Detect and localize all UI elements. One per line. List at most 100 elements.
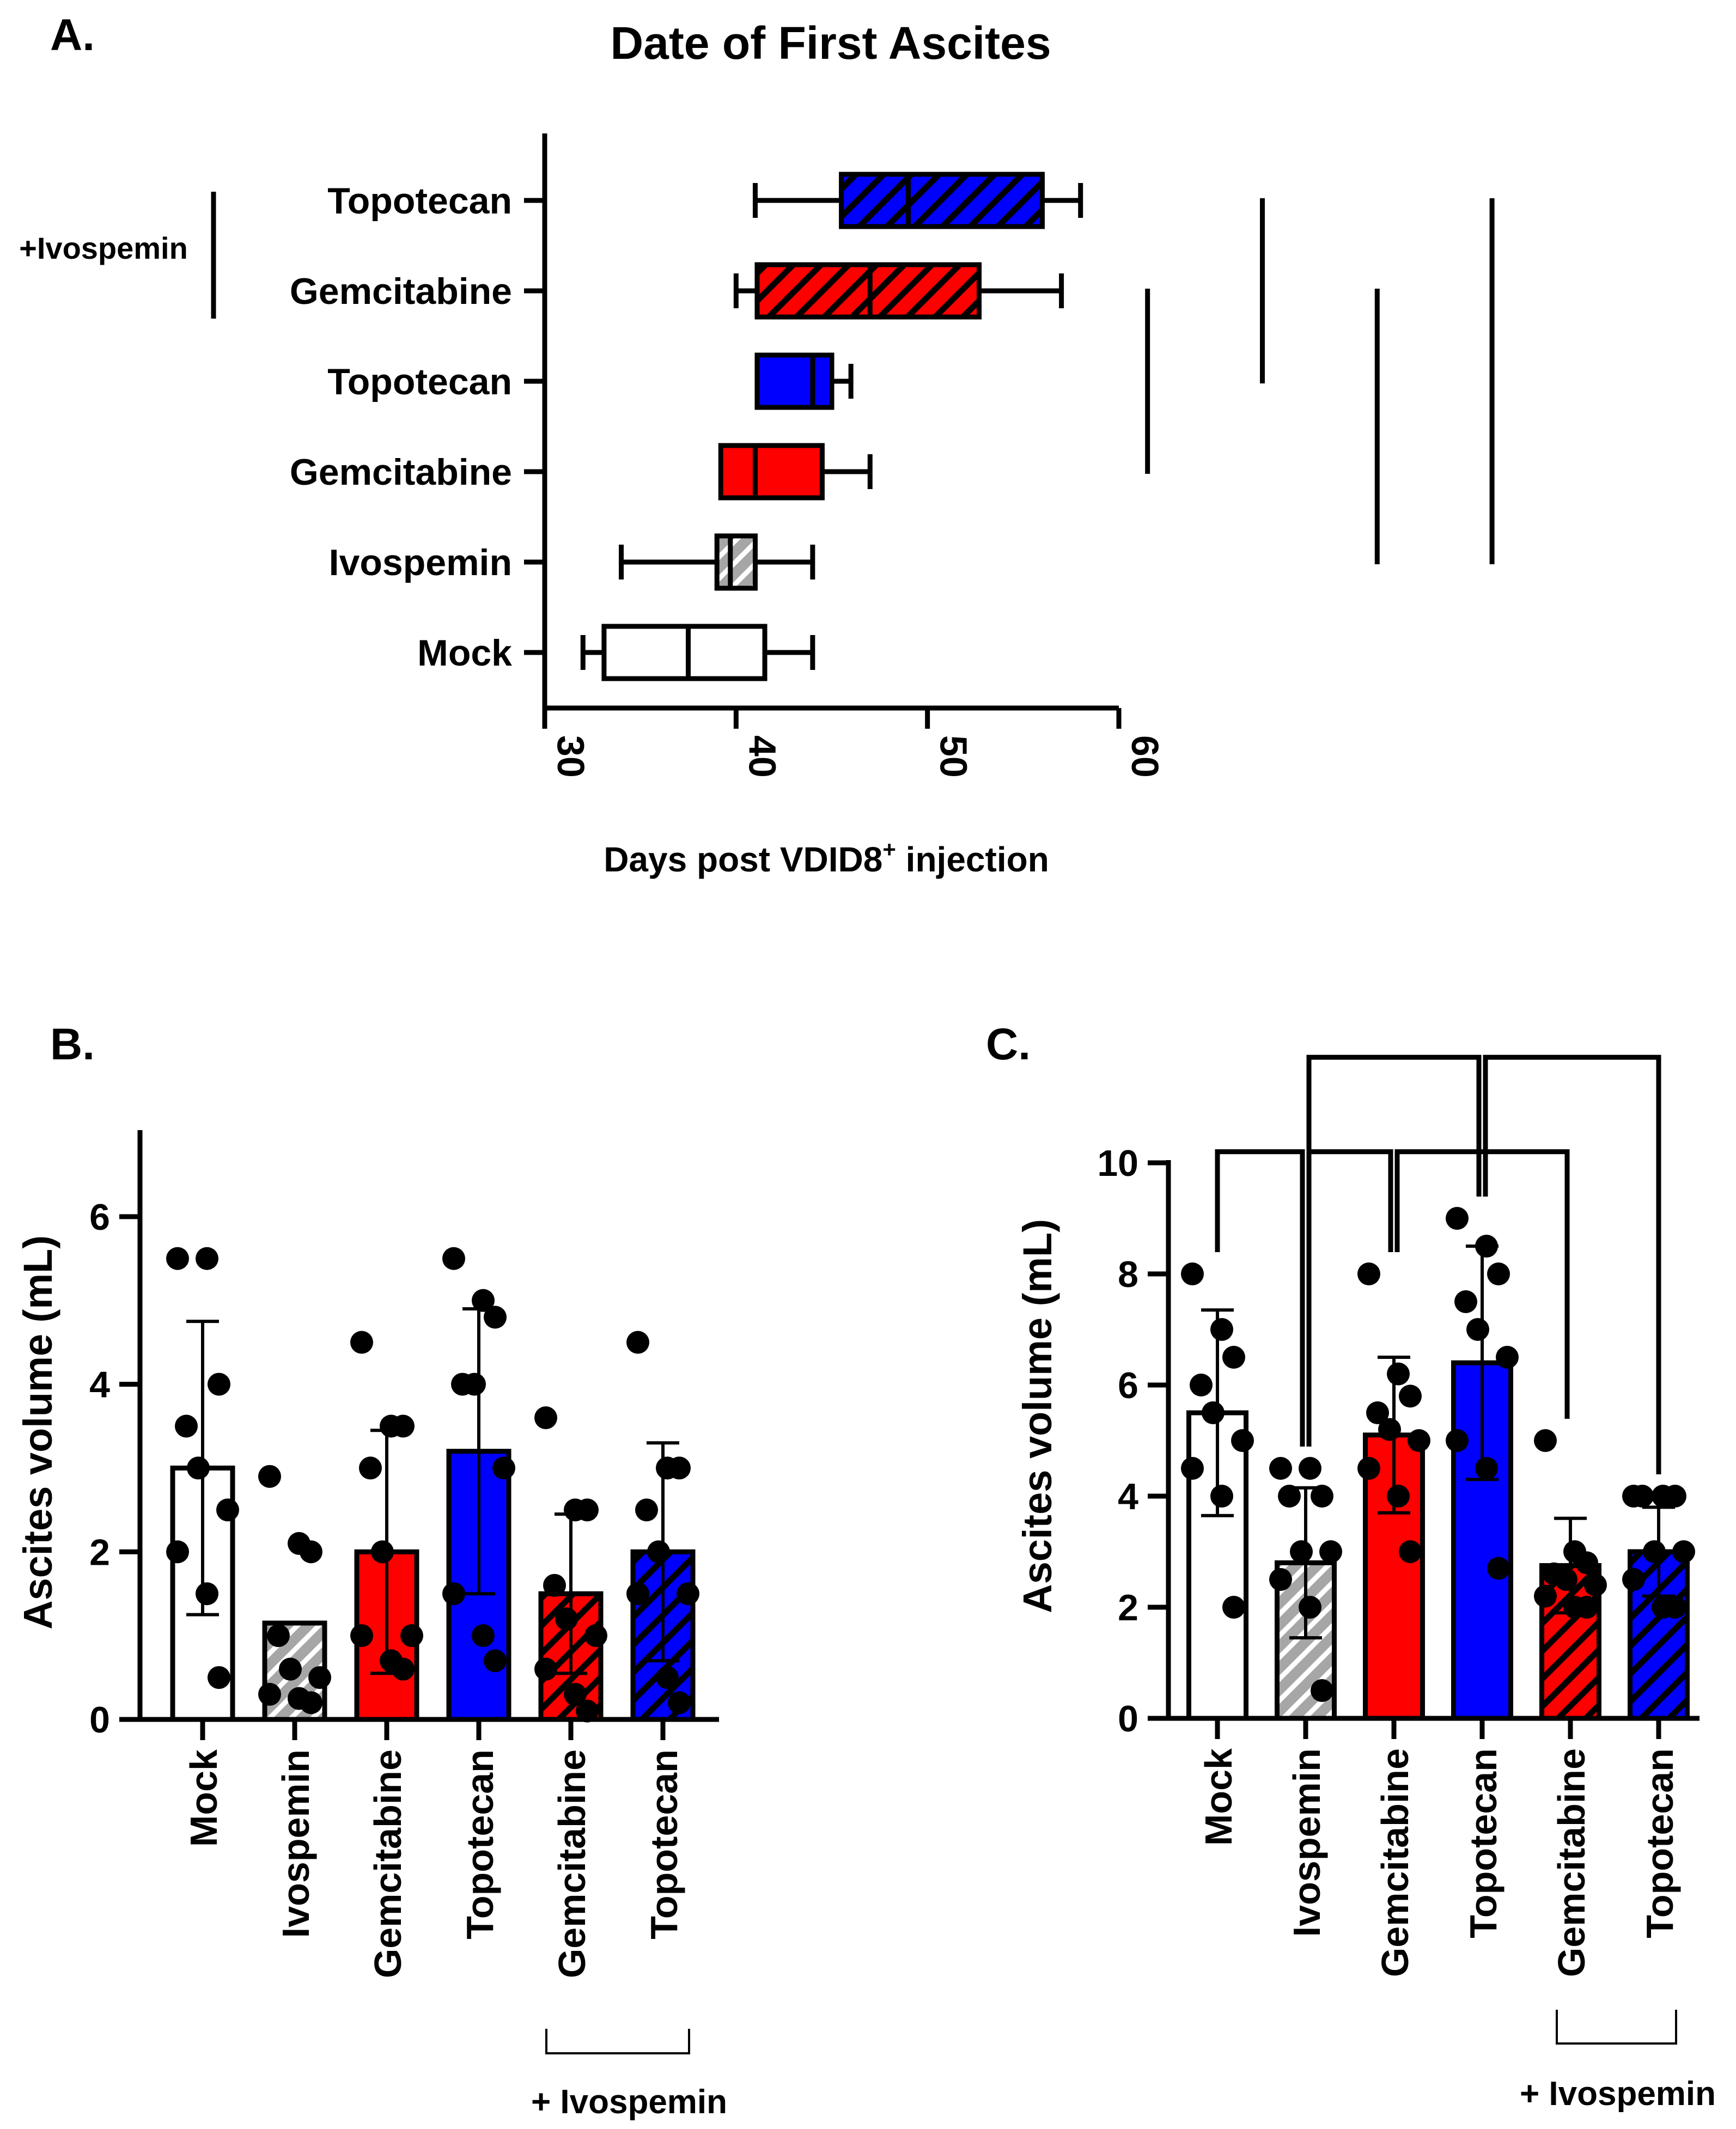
panel-c-data-point — [1487, 1557, 1510, 1580]
panel-b-y-tick-label: 2 — [89, 1532, 110, 1573]
panel-c-data-point — [1290, 1540, 1313, 1563]
panel-b-data-point — [463, 1372, 486, 1396]
panel-c-data-point — [1664, 1485, 1686, 1508]
panel-c-data-point — [1534, 1584, 1557, 1608]
panel-c-data-point — [1210, 1485, 1233, 1508]
panel-c-data-point — [1475, 1457, 1498, 1480]
panel-a-axes: 30 40 50 60 Mock Ivospemin Gemcitabine Topoteca… — [211, 133, 1166, 778]
panel-c-data-point — [1399, 1540, 1422, 1563]
panel-b-data-point — [484, 1306, 507, 1329]
panel-b-data-point — [400, 1624, 423, 1648]
panel-b-data-point — [668, 1691, 691, 1715]
panel-b-data-point — [196, 1582, 218, 1606]
panel-c-data-point — [1575, 1596, 1598, 1619]
panel-c-category-label: Gemcitabine — [1550, 1748, 1593, 1977]
panel-b-y-tick-label: 6 — [89, 1197, 110, 1238]
panel-b-data-point — [350, 1331, 373, 1354]
panel-c-group-bracket — [1556, 2010, 1677, 2045]
panel-c-data-point — [1222, 1346, 1245, 1369]
panel-a-label: A. — [50, 10, 95, 60]
panel-c-data-point — [1269, 1568, 1292, 1591]
panel-a-category-label: Gemcitabine — [290, 452, 512, 493]
panel-b-data-point — [472, 1624, 495, 1648]
panel-b-data-point — [576, 1699, 599, 1723]
panel-a-x-tick-label: 30 — [550, 735, 592, 778]
panel-c-data-point — [1446, 1207, 1469, 1230]
panel-c-data-point — [1399, 1384, 1422, 1408]
panel-b-data-point — [576, 1498, 599, 1522]
panel-a-box — [714, 533, 758, 591]
panel-c-data-point — [1299, 1596, 1321, 1619]
panel-b-data-point — [534, 1406, 557, 1430]
panel-b-y-tick-label: 0 — [89, 1699, 110, 1741]
panel-c-data-point — [1631, 1485, 1654, 1508]
panel-c-data-point — [1269, 1457, 1292, 1480]
panel-b: B. Ascites volume (mL) 0 2 4 6 Mock Ivospemin… — [15, 1020, 727, 2121]
panel-c-data-point — [1231, 1429, 1254, 1452]
panel-a-box — [839, 172, 1045, 229]
panel-c-data-point — [1672, 1540, 1695, 1563]
panel-b-group-bracket — [545, 2029, 690, 2054]
panel-b-data-point — [175, 1414, 198, 1438]
panel-c-data-point — [1664, 1596, 1686, 1619]
panel-c-data-point — [1387, 1362, 1410, 1386]
panel-c-data-point — [1357, 1262, 1380, 1285]
panel-c-category-label: Topotecan — [1638, 1748, 1681, 1938]
panel-b-plot: 0 2 4 6 Mock Ivospemin Gemcitabine Topotecan Gem… — [89, 1130, 719, 2054]
panel-b-data-point — [258, 1465, 281, 1488]
panel-a-x-tick-label: 40 — [741, 735, 783, 778]
panel-c-data-point — [1466, 1318, 1489, 1341]
panel-b-data-point — [484, 1649, 507, 1673]
panel-b-category-label: Ivospemin — [275, 1749, 317, 1938]
panel-c-data-point — [1357, 1457, 1380, 1480]
panel-c-data-point — [1299, 1457, 1321, 1480]
panel-b-data-point — [635, 1498, 658, 1522]
panel-a: A. Date of First Ascites 30 40 50 60 Mock Ivo… — [19, 10, 1495, 879]
panel-c-significance-bracket — [1483, 1054, 1661, 1474]
panel-a-x-tick-label: 50 — [933, 735, 975, 778]
panel-b-data-point — [626, 1582, 649, 1606]
panel-c-data-point — [1408, 1429, 1430, 1452]
panel-c-data-point — [1446, 1429, 1469, 1452]
panel-b-category-label: Mock — [182, 1749, 225, 1847]
panel-b-category-label: Topotecan — [643, 1749, 685, 1939]
panel-c-category-label: Mock — [1197, 1748, 1240, 1846]
panel-c-category-label: Gemcitabine — [1374, 1748, 1416, 1977]
panel-a-x-tick-label: 60 — [1124, 735, 1166, 778]
panel-c-data-point — [1496, 1346, 1519, 1369]
panel-b-data-point — [626, 1331, 649, 1354]
panel-c-significance-bracket — [1394, 1149, 1570, 1419]
panel-b-data-point — [300, 1540, 322, 1564]
panel-c-data-point — [1534, 1429, 1557, 1452]
panel-c-ylabel: Ascites volume (mL) — [1015, 1219, 1060, 1613]
panel-b-data-point — [647, 1540, 670, 1564]
panel-b-data-point — [166, 1247, 189, 1270]
panel-c-data-point — [1643, 1540, 1666, 1563]
panel-c-label: C. — [986, 1020, 1031, 1069]
panel-b-data-point — [677, 1582, 699, 1606]
panel-b-category-label: Gemcitabine — [551, 1749, 593, 1978]
panel-c-category-label: Ivospemin — [1286, 1748, 1328, 1937]
panel-b-data-point — [208, 1666, 230, 1689]
panel-c-data-point — [1202, 1401, 1225, 1424]
panel-b-ylabel: Ascites volume (mL) — [15, 1235, 60, 1630]
panel-b-data-point — [267, 1624, 290, 1648]
panel-c-data-point — [1487, 1262, 1510, 1285]
panel-b-data-point — [472, 1289, 495, 1312]
panel-b-data-point — [392, 1657, 415, 1681]
panel-c-y-tick-label: 10 — [1097, 1143, 1138, 1184]
panel-c-data-point — [1378, 1418, 1401, 1441]
panel-c-y-tick-label: 4 — [1118, 1476, 1138, 1517]
panel-c-data-point — [1622, 1568, 1645, 1591]
panel-b-data-point — [166, 1540, 189, 1564]
panel-c-data-point — [1210, 1318, 1233, 1341]
panel-c: C. Ascites volume (mL) 0 2 4 6 8 10 Mock Ivospe… — [986, 1020, 1716, 2113]
panel-c-data-point — [1366, 1401, 1389, 1424]
panel-b-label: B. — [50, 1020, 95, 1069]
panel-b-data-point — [308, 1666, 331, 1689]
panel-a-box — [718, 443, 825, 501]
panel-c-data-point — [1181, 1262, 1204, 1285]
panel-c-data-point — [1555, 1568, 1577, 1591]
panel-b-category-label: Gemcitabine — [367, 1749, 409, 1978]
